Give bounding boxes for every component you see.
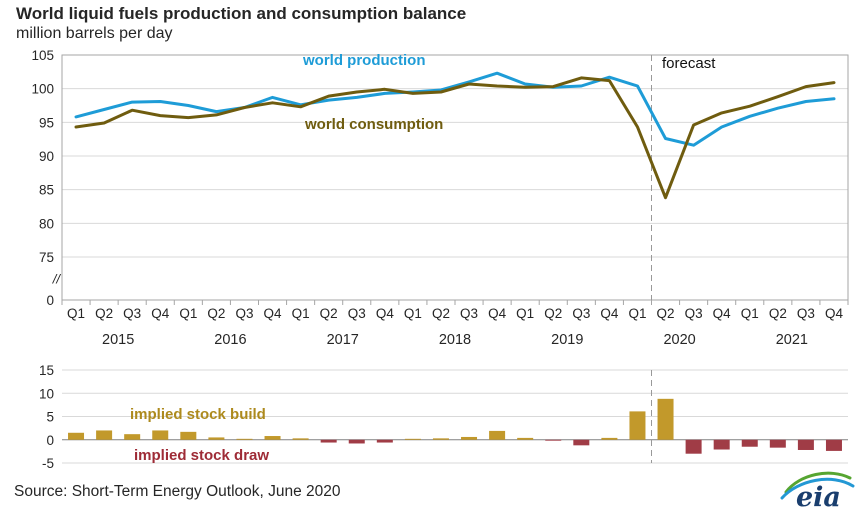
quarter-label: Q1 [67, 306, 85, 321]
quarter-label: Q1 [404, 306, 422, 321]
stock-build-bar [657, 398, 674, 440]
year-label: 2017 [327, 332, 359, 348]
stock-draw-bar [545, 439, 562, 441]
stock-draw-bar [713, 439, 730, 450]
axis-break-mark: // [52, 272, 62, 287]
stock-build-bar [96, 430, 113, 440]
stock-build-bar [208, 437, 225, 440]
quarter-label: Q1 [292, 306, 310, 321]
consumption-series-label: world consumption [305, 116, 444, 133]
stock-draw-bar [797, 439, 814, 450]
stock-build-bar [601, 437, 618, 440]
stock-build-bar [68, 432, 85, 440]
production-consumption-line-chart: 105 100 95 90 85 80 75 0 // Q1 Q2 Q3 Q4 Q1 Q2 Q3 Q4 Q1 Q2 Q… [31, 48, 849, 348]
quarter-label: Q3 [123, 306, 141, 321]
logo-blue-swoosh-icon [780, 477, 855, 500]
chart-title: World liquid fuels production and consum… [16, 4, 467, 23]
stock-build-bar [517, 437, 534, 440]
y-tick-label: 5 [46, 410, 54, 425]
quarter-label: Q1 [741, 306, 759, 321]
consumption-line [74, 76, 836, 200]
y-tick-label: 15 [39, 365, 54, 378]
stock-build-bar [489, 430, 506, 440]
stock-draw-label: implied stock draw [134, 447, 270, 464]
quarter-label: Q3 [460, 306, 478, 321]
source-note: Source: Short-Term Energy Outlook, June … [14, 483, 341, 500]
stock-build-label: implied stock build [130, 406, 266, 423]
stock-build-bar [432, 438, 449, 440]
quarter-label: Q2 [432, 306, 450, 321]
y-tick-label: 100 [31, 82, 54, 97]
stock-draw-bar [320, 439, 337, 443]
year-label: 2016 [214, 332, 246, 348]
quarter-label: Q2 [95, 306, 113, 321]
quarter-label: Q3 [348, 306, 366, 321]
eia-logo: eia [780, 471, 855, 510]
stock-draw-bar [769, 439, 786, 448]
stock-build-bar [236, 438, 253, 440]
stock-draw-bar [741, 439, 758, 447]
forecast-label: forecast [662, 55, 716, 72]
stock-build-bar [404, 438, 421, 440]
quarter-label: Q4 [264, 306, 283, 321]
stock-draw-bar [573, 439, 590, 446]
quarter-label: Q2 [769, 306, 787, 321]
quarter-label: Q4 [825, 306, 844, 321]
quarter-label: Q1 [628, 306, 646, 321]
y-tick-label: 0 [46, 433, 54, 448]
stock-build-bar [124, 434, 141, 440]
year-label: 2021 [776, 332, 808, 348]
plot-frame [61, 54, 849, 301]
stock-build-bar [292, 438, 309, 440]
stock-build-bar [264, 436, 281, 440]
quarter-label: Q4 [151, 306, 170, 321]
year-label: 2015 [102, 332, 134, 348]
quarter-label: Q3 [797, 306, 815, 321]
stock-draw-bar [348, 439, 365, 444]
quarter-label: Q3 [572, 306, 590, 321]
year-label: 2018 [439, 332, 471, 348]
y-tick-label: 105 [31, 48, 54, 63]
y-zero-label: 0 [46, 293, 54, 308]
quarter-label: Q2 [657, 306, 675, 321]
y-tick-label: 90 [39, 149, 54, 164]
y-tick-label: 10 [39, 386, 54, 401]
logo-text: eia [796, 482, 841, 510]
production-series-label: world production [303, 52, 426, 69]
year-label: 2020 [663, 332, 695, 348]
quarter-label: Q1 [179, 306, 197, 321]
production-line [74, 71, 836, 147]
quarter-label: Q1 [516, 306, 534, 321]
chart-subtitle: million barrels per day [16, 25, 173, 42]
y-tick-label: 80 [39, 216, 54, 231]
y-tick-label: 95 [39, 115, 54, 130]
stock-draw-bar [376, 439, 393, 443]
stock-build-bar [152, 430, 169, 440]
quarter-label: Q4 [600, 306, 619, 321]
quarter-label: Q4 [376, 306, 395, 321]
stock-build-bar [180, 431, 197, 440]
quarter-label: Q4 [488, 306, 507, 321]
quarter-label: Q3 [235, 306, 253, 321]
quarter-label: Q2 [544, 306, 562, 321]
stock-draw-bar [685, 439, 702, 454]
quarter-label: Q4 [713, 306, 732, 321]
y-tick-label: 85 [39, 183, 54, 198]
stock-build-bar [629, 411, 646, 440]
stock-draw-bar [825, 439, 842, 451]
y-tick-label: 75 [39, 250, 54, 265]
implied-stock-change-bar-chart: 15 10 5 0 -5 [39, 365, 848, 469]
logo-green-swoosh-icon [784, 471, 852, 494]
quarter-label: Q2 [320, 306, 338, 321]
year-label: 2019 [551, 332, 583, 348]
stock-build-bar [461, 436, 478, 440]
quarter-label: Q2 [207, 306, 225, 321]
quarter-label: Q3 [685, 306, 703, 321]
y-tick-label: -5 [42, 456, 54, 469]
